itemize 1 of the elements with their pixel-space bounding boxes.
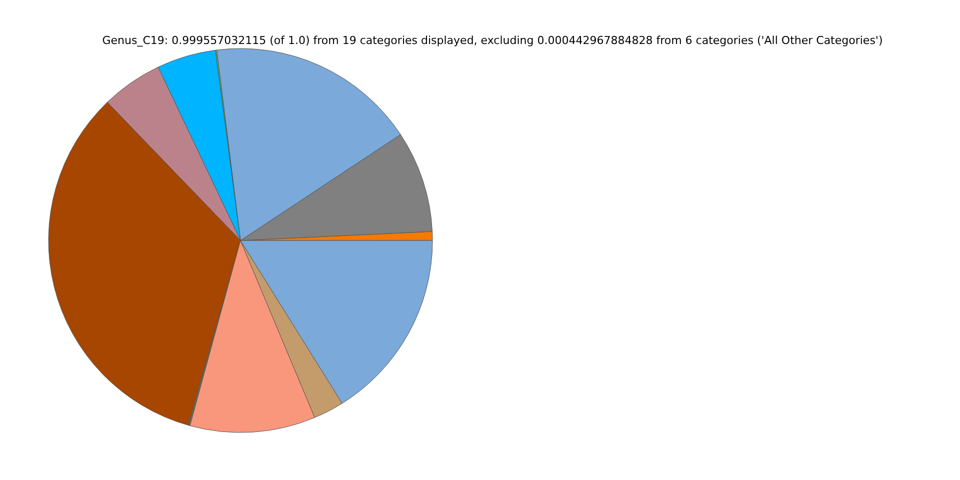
text: Genus_C19: 0.999557032115 (of 1.0) from 19 categories displayed, excluding 0.000442967884828 from 6 categories ('All Other Categories') (102, 34, 883, 47)
